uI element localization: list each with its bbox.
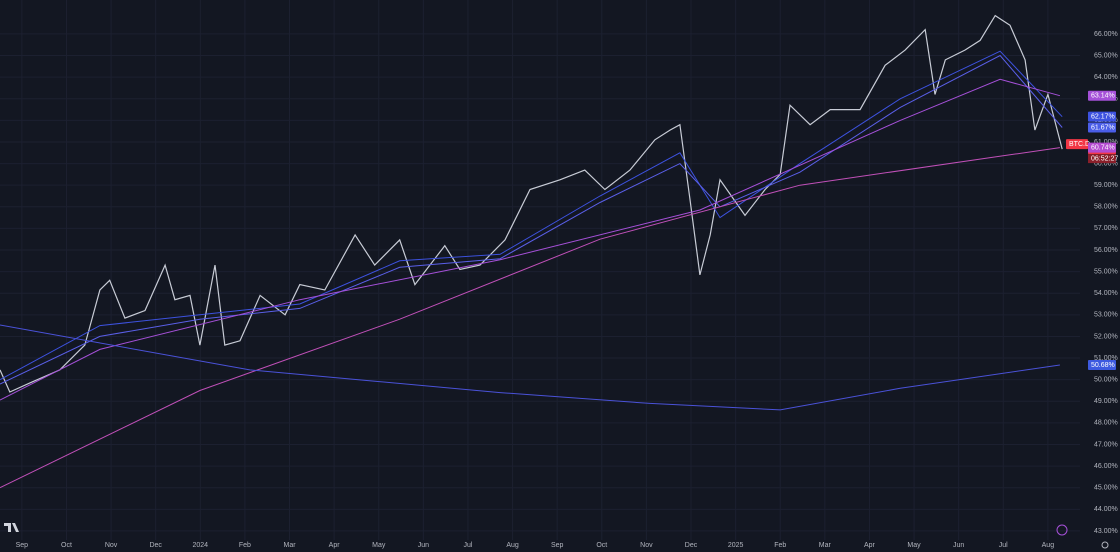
- y-tick-label: 59.00%: [1094, 182, 1118, 189]
- countdown-badge: [1088, 154, 1116, 164]
- price-badge: [1088, 122, 1116, 133]
- x-tick-label: Oct: [596, 542, 607, 549]
- y-tick-label: 66.00%: [1094, 31, 1118, 38]
- symbol-badge: [1066, 139, 1088, 150]
- series-line: [0, 50, 1063, 381]
- series-line: [0, 14, 1063, 393]
- tradingview-logo: [4, 523, 19, 532]
- x-tick-label: Apr: [329, 542, 341, 549]
- settings-icon[interactable]: [1101, 541, 1109, 549]
- x-tick-label: Sep: [16, 542, 29, 549]
- y-tick-label: 43.00%: [1094, 528, 1118, 535]
- y-tick-label: 58.00%: [1094, 204, 1118, 211]
- x-tick-label: May: [372, 542, 386, 549]
- series-line: [0, 78, 1061, 401]
- indicator-icon[interactable]: [1056, 524, 1068, 536]
- y-tick-label: 56.00%: [1094, 247, 1118, 254]
- y-tick-label: 61.00%: [1094, 139, 1118, 146]
- price-badge-label: 60.74%: [1091, 144, 1115, 151]
- x-tick-label: Aug: [506, 542, 519, 549]
- series-line: [0, 324, 1060, 411]
- y-tick-label: 52.00%: [1094, 333, 1118, 340]
- price-badge-label: 63.14%: [1091, 93, 1115, 100]
- x-tick-label: Mar: [283, 542, 296, 549]
- x-tick-label: Sep: [551, 542, 564, 549]
- y-tick-label: 60.00%: [1094, 160, 1118, 167]
- x-tick-label: Nov: [640, 542, 653, 549]
- y-tick-label: 45.00%: [1094, 485, 1118, 492]
- x-tick-label: Dec: [685, 542, 698, 549]
- y-tick-label: 44.00%: [1094, 506, 1118, 513]
- price-badge: [1088, 359, 1116, 370]
- price-badge: [1088, 111, 1116, 122]
- x-tick-label: 2025: [728, 542, 744, 549]
- y-tick-label: 53.00%: [1094, 312, 1118, 319]
- y-tick-label: 46.00%: [1094, 463, 1118, 470]
- axes: 66.00%65.00%64.00%63.00%62.00%61.00%60.0…: [16, 31, 1119, 549]
- x-tick-label: Dec: [149, 542, 162, 549]
- y-tick-label: 48.00%: [1094, 420, 1118, 427]
- y-tick-label: 47.00%: [1094, 441, 1118, 448]
- x-tick-label: Feb: [239, 542, 251, 549]
- x-tick-label: Jun: [953, 542, 964, 549]
- x-tick-label: Aug: [1042, 542, 1055, 549]
- price-badge: [1088, 142, 1116, 153]
- x-tick-label: Mar: [819, 542, 832, 549]
- x-tick-label: May: [907, 542, 921, 549]
- y-tick-label: 50.00%: [1094, 377, 1118, 384]
- series-line: [0, 147, 1060, 489]
- x-tick-label: Jul: [463, 542, 472, 549]
- y-tick-label: 65.00%: [1094, 52, 1118, 59]
- y-tick-label: 55.00%: [1094, 268, 1118, 275]
- y-tick-label: 54.00%: [1094, 290, 1118, 297]
- price-badge-label: 50.68%: [1091, 362, 1115, 369]
- x-tick-label: Jun: [418, 542, 429, 549]
- x-tick-label: Feb: [774, 542, 786, 549]
- countdown-label: 06:52:27: [1091, 155, 1118, 162]
- y-tick-label: 51.00%: [1094, 355, 1118, 362]
- series-line: [0, 54, 1063, 385]
- y-tick-label: 57.00%: [1094, 225, 1118, 232]
- x-tick-label: 2024: [193, 542, 209, 549]
- x-tick-label: Oct: [61, 542, 72, 549]
- plot: [0, 14, 1063, 489]
- price-badge-label: 62.17%: [1091, 114, 1115, 121]
- price-badge-label: 61.67%: [1091, 124, 1115, 131]
- x-tick-label: Apr: [864, 542, 876, 549]
- x-tick-label: Jul: [999, 542, 1008, 549]
- x-tick-label: Nov: [105, 542, 118, 549]
- price-badge: [1088, 90, 1116, 101]
- symbol-label: BTC.D: [1069, 141, 1090, 148]
- y-tick-label: 64.00%: [1094, 74, 1118, 81]
- y-tick-label: 49.00%: [1094, 398, 1118, 405]
